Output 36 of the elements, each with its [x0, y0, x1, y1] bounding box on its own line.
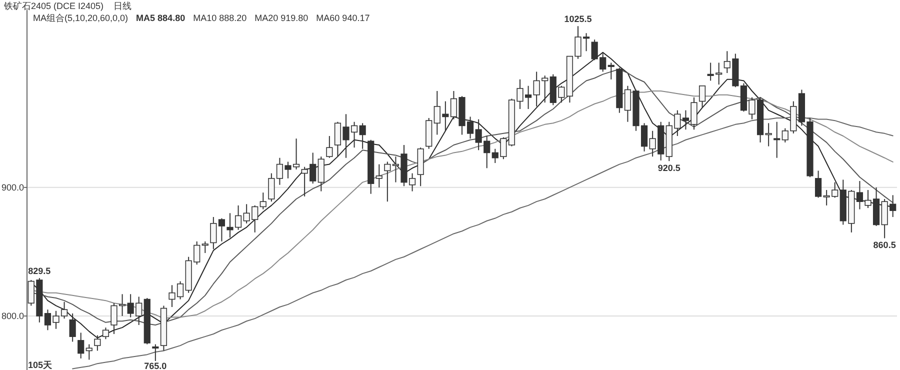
annotation: MA10 888.20: [193, 13, 247, 23]
subtitle: 日线: [114, 1, 132, 11]
annotation: MA5 884.80: [136, 13, 186, 23]
ytick: 800.0: [1, 311, 24, 321]
candlestick: [268, 172, 275, 202]
candlestick: [69, 312, 76, 342]
candlestick: [326, 136, 333, 158]
candlestick: [376, 164, 382, 188]
candlestick: [202, 240, 208, 254]
candlestick: [102, 327, 110, 340]
annotation: MA60 940.17: [316, 13, 370, 23]
candlestick: [765, 122, 772, 147]
annotation: 765.0: [144, 361, 167, 370]
candlestick: [359, 122, 366, 150]
candlestick: [608, 62, 614, 80]
annotation: MA组合(5,10,20,60,0,0): [33, 13, 128, 23]
ytick: 900.0: [1, 182, 24, 192]
candlestick: [318, 156, 324, 192]
candlestick: [152, 344, 159, 362]
candlestick: [698, 85, 706, 108]
annotation: MA20 919.80: [254, 13, 308, 23]
candlestick: [814, 170, 822, 198]
annotation: 860.5: [873, 240, 896, 250]
candlestick: [384, 161, 391, 202]
candlestick: [774, 121, 780, 158]
title: 铁矿石2405 (DCE I2405): [4, 1, 104, 11]
candlestick: [218, 218, 226, 242]
annotation: 920.5: [658, 163, 680, 174]
candlestick: [260, 192, 266, 210]
annotation: 1025.5: [564, 14, 592, 24]
candlestick: [210, 216, 217, 250]
annotation: 829.5: [28, 266, 51, 276]
annotation: 105天: [28, 360, 54, 370]
candlestick: [78, 332, 84, 359]
candlestick: [86, 344, 92, 360]
candlestick: [94, 334, 101, 352]
